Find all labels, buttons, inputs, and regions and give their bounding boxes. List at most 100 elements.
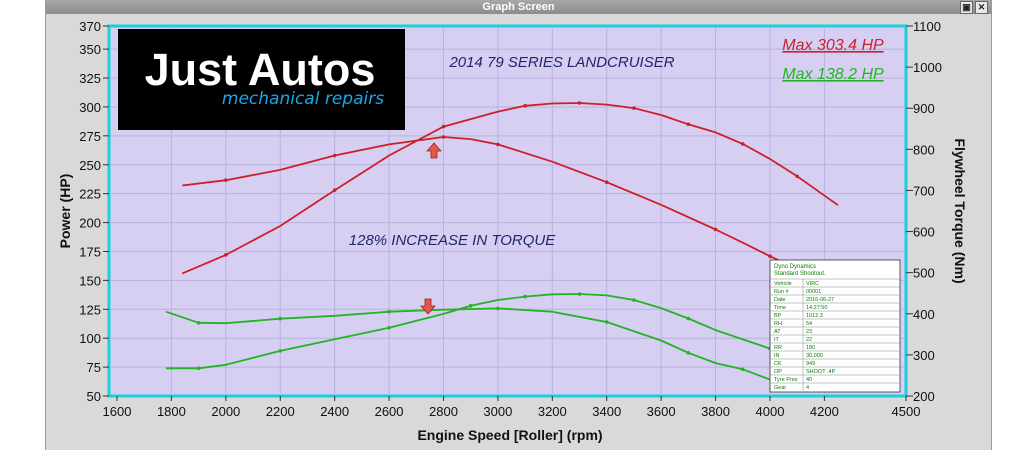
y-left-tick-label: 250: [79, 158, 101, 173]
series-point: [196, 321, 201, 325]
y-right-tick-label: 500: [913, 266, 935, 281]
window-title: Graph Screen: [482, 1, 555, 13]
series-point: [224, 253, 228, 257]
info-row-key: Tyre Pres: [774, 377, 798, 383]
y-right-tick-labels: 200 300 400 500 600 700 800 900 1000 1100: [906, 19, 942, 404]
series-point: [632, 106, 636, 110]
series-point: [332, 188, 337, 192]
window-titlebar: Graph Screen ▣ ✕: [46, 0, 991, 14]
x-tick-label: 4200: [810, 404, 839, 419]
y-left-axis-label: Power (HP): [57, 174, 73, 249]
x-axis-label: Engine Speed [Roller] (rpm): [417, 427, 602, 443]
series-group: [165, 101, 839, 381]
info-row-value: 30.000: [806, 353, 823, 359]
info-row-value: 54: [806, 321, 812, 327]
series-point: [196, 366, 201, 371]
x-tick-label: 3400: [592, 404, 621, 419]
logo-tagline: mechanical repairs: [222, 89, 384, 109]
close-icon[interactable]: ✕: [975, 1, 988, 14]
series-point: [686, 351, 691, 355]
series-point: [686, 316, 691, 321]
y-left-tick-label: 200: [79, 216, 101, 231]
series-point: [632, 298, 636, 302]
dyno-info-box: Dyno Dynamics Standard Shootout. Vehicle…: [769, 259, 901, 393]
y-left-tick-label: 325: [79, 71, 101, 86]
series-point: [577, 101, 582, 105]
series-point: [387, 325, 391, 330]
y-left-tick-label: 125: [79, 302, 101, 317]
info-row-value: 14:27:50: [806, 305, 827, 311]
y-left-tick-label: 175: [79, 244, 101, 259]
x-tick-label: 2800: [429, 404, 458, 419]
info-row-value: 40: [806, 377, 812, 383]
y-right-tick-label: 400: [913, 307, 935, 322]
series-point: [740, 367, 745, 372]
series-point: [278, 316, 283, 321]
info-row-value: 1012.3: [806, 313, 823, 319]
info-row-key: Date: [774, 297, 786, 303]
x-tick-label: 3000: [483, 404, 512, 419]
info-row-key: Gear: [774, 385, 786, 391]
info-row-key: RH: [774, 321, 782, 327]
info-row-key: CK: [774, 361, 782, 367]
series-point: [278, 349, 283, 353]
series-point: [523, 294, 527, 299]
info-row-key: IT: [774, 337, 780, 343]
info-title-2: Standard Shootout.: [774, 271, 826, 277]
info-row-value: 4: [806, 385, 809, 391]
info-row-value: 22: [806, 337, 812, 343]
up-arrow-icon: [426, 142, 442, 159]
restore-icon[interactable]: ▣: [960, 1, 973, 14]
x-tick-label: 2000: [211, 404, 240, 419]
y-left-tick-label: 300: [79, 100, 101, 115]
series-point: [523, 103, 527, 108]
y-left-tick-label: 50: [87, 389, 101, 404]
series-point: [768, 254, 772, 259]
x-tick-label: 3600: [647, 404, 676, 419]
series-line-2: [166, 293, 771, 370]
y-left-tick-label: 350: [79, 42, 101, 57]
info-row-value: 00001: [806, 289, 821, 295]
series-point: [224, 178, 228, 182]
series-point: [713, 227, 718, 232]
max-power-label-green: Max 138.2 HP: [782, 66, 884, 83]
y-left-tick-label: 225: [79, 187, 101, 202]
y-right-tick-label: 800: [913, 142, 935, 157]
series-point: [468, 304, 473, 308]
info-row-value: SHOOT .4P: [806, 369, 836, 375]
y-right-tick-label: 700: [913, 183, 935, 198]
info-row-key: IN: [774, 353, 780, 359]
down-arrow-icon: [420, 298, 436, 315]
y-left-tick-labels: 50 75 100 125 150 175 200 225 250 275 300 325 350 370: [79, 19, 109, 404]
x-tick-label: 2200: [266, 404, 295, 419]
x-tick-label: 1600: [103, 404, 132, 419]
x-tick-label: 4000: [756, 404, 785, 419]
logo-name: Just Autos: [145, 44, 376, 95]
chart-title: 2014 79 SERIES LANDCRUISER: [448, 54, 674, 71]
max-power-label-red: Max 303.4 HP: [782, 37, 884, 54]
series-point: [441, 135, 446, 139]
info-row-key: Time: [774, 305, 786, 311]
info-row-key: Vehicle: [774, 281, 792, 287]
info-title-1: Dyno Dynamics: [774, 264, 816, 270]
info-row-value: 2016-06-27: [806, 297, 834, 303]
y-right-tick-label: 1100: [913, 19, 941, 34]
y-right-axis-label: Flywheel Torque (Nm): [952, 138, 968, 283]
x-tick-label: 3800: [701, 404, 730, 419]
just-autos-logo: Just Autos mechanical repairs: [118, 29, 405, 130]
series-point: [795, 174, 799, 179]
info-row-key: Run #: [774, 289, 790, 295]
x-tick-label: 1800: [157, 404, 186, 419]
series-point: [496, 306, 500, 311]
x-tick-label: 3200: [538, 404, 567, 419]
info-row-value: 23: [806, 329, 812, 335]
y-left-tick-label: 75: [87, 360, 101, 375]
x-tick-label: 2400: [320, 404, 349, 419]
series-point: [604, 180, 609, 185]
y-left-tick-label: 150: [79, 273, 101, 288]
y-right-tick-label: 300: [913, 348, 935, 363]
series-point: [604, 320, 609, 324]
series-point: [387, 309, 391, 314]
y-right-tick-label: 200: [913, 389, 935, 404]
